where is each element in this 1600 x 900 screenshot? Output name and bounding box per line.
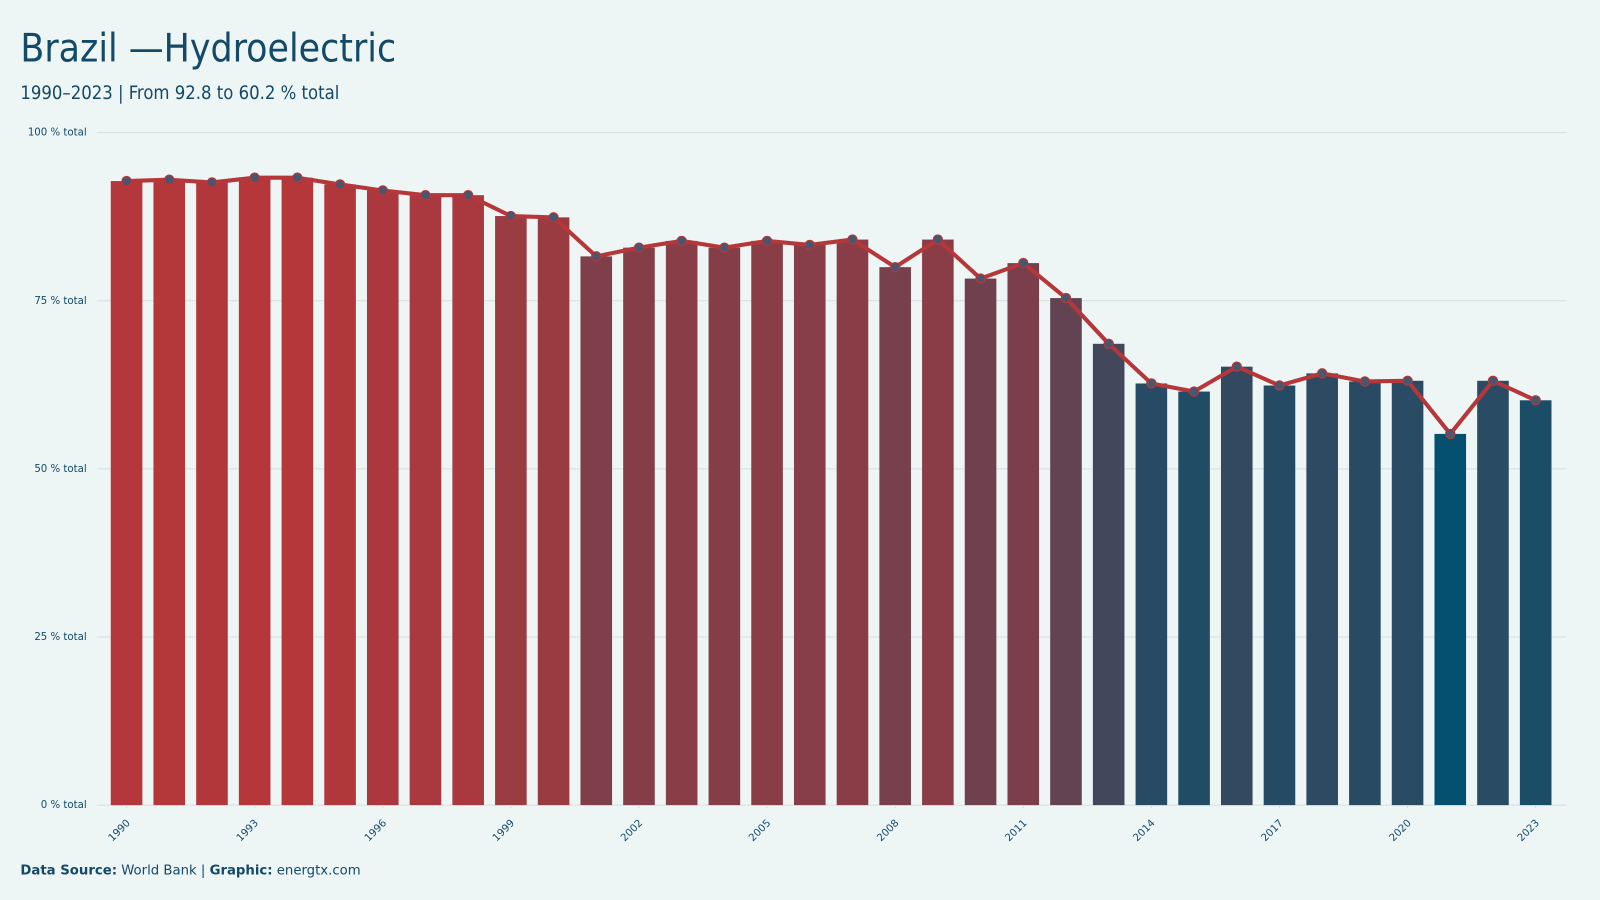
point bbox=[249, 172, 260, 183]
bar bbox=[1178, 391, 1210, 806]
y-tick-label: 75 % total bbox=[34, 296, 86, 307]
point bbox=[420, 189, 431, 201]
bar bbox=[708, 247, 741, 806]
point bbox=[377, 185, 388, 196]
bar bbox=[836, 239, 869, 806]
bar bbox=[281, 177, 314, 806]
bar bbox=[1220, 366, 1253, 806]
point bbox=[1316, 368, 1328, 379]
point bbox=[591, 251, 602, 262]
bar bbox=[1092, 343, 1125, 806]
point bbox=[1530, 395, 1541, 406]
y-tick-label: 0 % total bbox=[41, 800, 87, 811]
bar bbox=[665, 240, 698, 806]
graphic-label: Graphic: bbox=[210, 863, 273, 878]
point bbox=[804, 239, 815, 251]
bar bbox=[238, 177, 271, 806]
bar bbox=[1434, 433, 1467, 806]
bar bbox=[537, 217, 570, 806]
bar bbox=[623, 247, 655, 806]
x-tick-label: 1996 bbox=[363, 818, 389, 844]
x-tick-label: 2005 bbox=[747, 818, 773, 844]
bar bbox=[452, 195, 484, 806]
bar bbox=[409, 195, 442, 806]
bar bbox=[922, 239, 954, 806]
point bbox=[932, 234, 944, 245]
point bbox=[121, 175, 132, 187]
x-tick-label: 1993 bbox=[235, 818, 261, 844]
line-layer bbox=[121, 172, 1541, 440]
bar bbox=[1050, 298, 1082, 806]
x-tick-label: 2020 bbox=[1388, 818, 1414, 844]
point bbox=[1445, 428, 1456, 440]
bar bbox=[495, 216, 527, 806]
x-tick-label: 2008 bbox=[875, 818, 901, 844]
graphic: energtx.com bbox=[277, 863, 361, 878]
point bbox=[1359, 376, 1371, 387]
point bbox=[633, 242, 645, 253]
trend-line bbox=[126, 175, 1537, 436]
point bbox=[1487, 375, 1499, 386]
bar bbox=[1349, 381, 1381, 806]
point bbox=[505, 210, 517, 222]
point bbox=[548, 212, 559, 223]
source: World Bank bbox=[121, 863, 197, 878]
y-tick-label: 50 % total bbox=[34, 464, 86, 475]
point bbox=[1018, 257, 1029, 269]
point bbox=[1188, 386, 1200, 397]
bar bbox=[964, 278, 997, 806]
point bbox=[1060, 292, 1072, 304]
point bbox=[1231, 361, 1242, 372]
point bbox=[292, 172, 303, 183]
y-tick-label: 25 % total bbox=[34, 632, 86, 643]
bar bbox=[879, 267, 911, 806]
point bbox=[1274, 380, 1285, 391]
point bbox=[847, 234, 858, 245]
x-tick-label: 1999 bbox=[491, 818, 517, 844]
bar bbox=[1477, 380, 1509, 806]
point bbox=[1103, 338, 1114, 350]
bar bbox=[196, 182, 228, 806]
point bbox=[334, 179, 346, 190]
point bbox=[1402, 375, 1413, 386]
y-tick-label: 100 % total bbox=[28, 128, 87, 139]
bar bbox=[751, 240, 783, 806]
bar bbox=[1519, 400, 1552, 806]
x-tick-label: 2011 bbox=[1003, 818, 1029, 844]
bars bbox=[110, 177, 1552, 806]
x-tick-label: 2002 bbox=[619, 818, 645, 844]
point bbox=[719, 242, 730, 253]
bar bbox=[793, 244, 826, 806]
bar bbox=[110, 181, 143, 806]
x-tick-label: 1990 bbox=[107, 818, 133, 844]
bar bbox=[1135, 383, 1168, 806]
footer: Data Source: World Bank | Graphic: energ… bbox=[20, 863, 360, 878]
point bbox=[975, 273, 986, 284]
x-tick-label: 2017 bbox=[1260, 818, 1286, 844]
bar bbox=[324, 184, 356, 806]
chart-subtitle: 1990–2023 | From 92.8 to 60.2 % total bbox=[20, 83, 339, 104]
point bbox=[676, 235, 687, 247]
point bbox=[164, 174, 175, 185]
bar bbox=[153, 179, 186, 806]
grid bbox=[96, 132, 1567, 806]
x-tick-label: 2014 bbox=[1132, 818, 1158, 844]
bar bbox=[366, 190, 399, 806]
point bbox=[889, 261, 901, 273]
point bbox=[462, 189, 474, 201]
x-tick-label: 2023 bbox=[1516, 818, 1542, 844]
bar bbox=[580, 256, 613, 806]
chart-title: Brazil —Hydroelectric bbox=[20, 27, 396, 72]
bar bbox=[1263, 385, 1296, 806]
point bbox=[1146, 378, 1157, 389]
bar bbox=[1007, 263, 1040, 806]
source-label: Data Source: bbox=[20, 863, 117, 878]
bar bbox=[1306, 373, 1338, 806]
point bbox=[206, 177, 218, 188]
bar bbox=[1391, 380, 1424, 806]
point bbox=[761, 235, 773, 247]
